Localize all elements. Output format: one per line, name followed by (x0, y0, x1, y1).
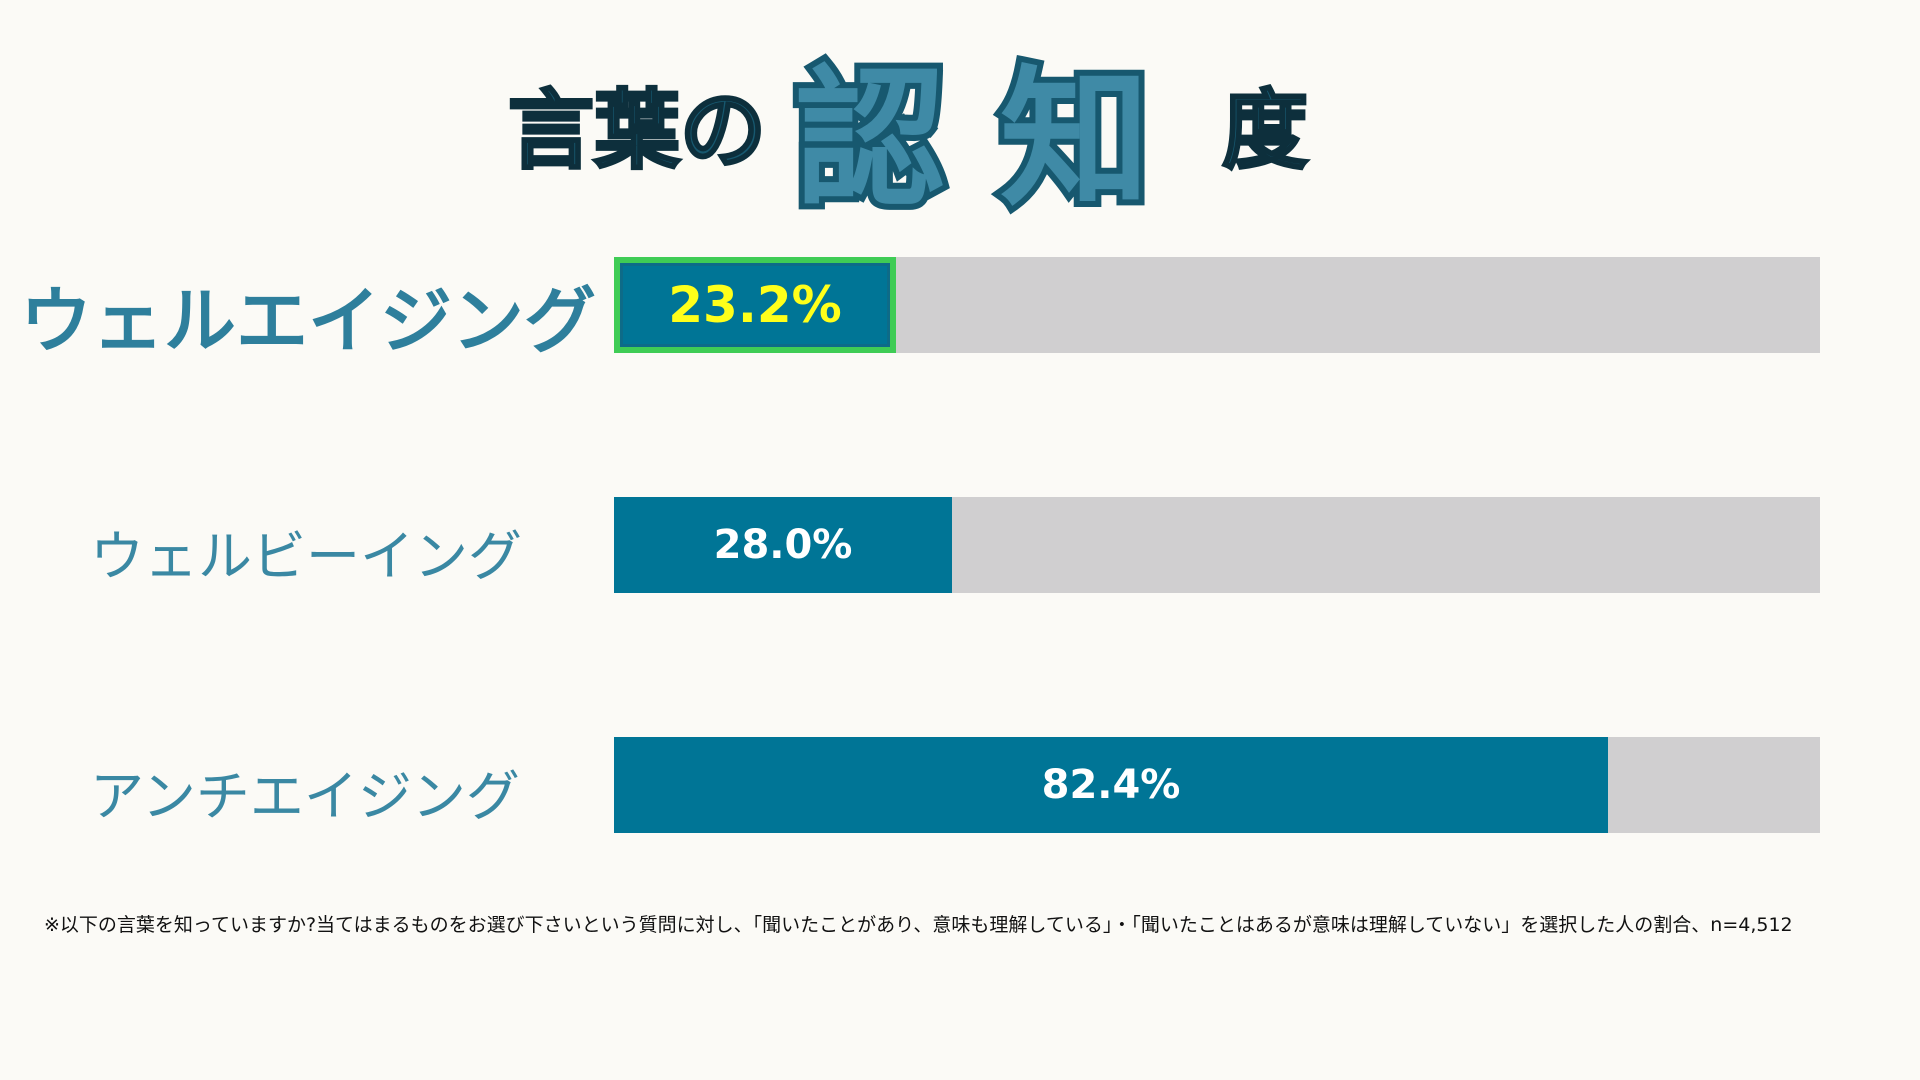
title-part-do: 度 (1221, 80, 1310, 183)
bar-value-label: 23.2% (668, 276, 842, 334)
category-label: ウェルエイジング (20, 278, 597, 363)
bar-value-label: 82.4% (1041, 762, 1181, 808)
bar-track: 28.0% (614, 497, 1820, 593)
bar-value-label: 28.0% (713, 522, 853, 568)
category-label: ウェルビーイング (90, 525, 522, 588)
chart-title: 言葉の 認 知 度 (0, 0, 1920, 233)
title-part-kotoba: 言葉の (507, 80, 768, 183)
bar (614, 497, 952, 593)
footnote: ※以下の言葉を知っていますか?当てはまるものをお選び下さいという質問に対し、「聞… (44, 914, 1793, 936)
bar (614, 257, 896, 353)
bar-track: 23.2% (614, 257, 1820, 353)
title-part-chi: 知 (994, 47, 1156, 233)
title-part-nin: 認 (789, 47, 951, 233)
bar (614, 737, 1608, 833)
category-label: アンチエイジング (90, 765, 520, 828)
bar-track: 82.4% (614, 737, 1820, 833)
